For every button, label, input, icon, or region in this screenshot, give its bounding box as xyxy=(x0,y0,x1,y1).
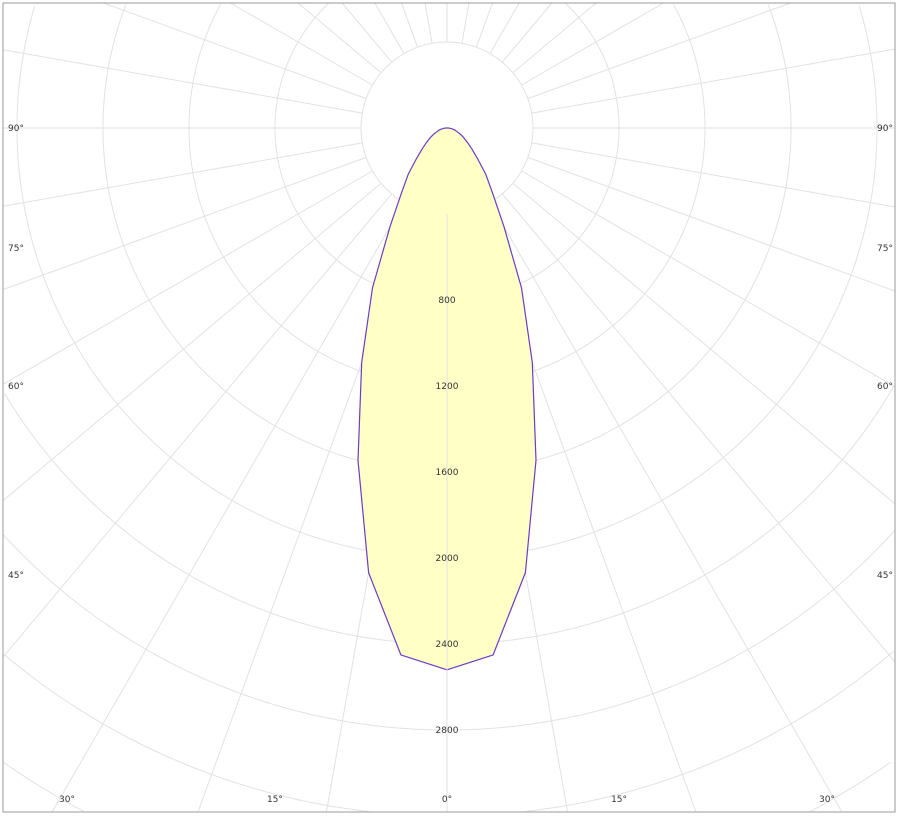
grid-ray xyxy=(501,193,896,663)
angle-label-bottom: 15° xyxy=(267,795,283,805)
grid-ray xyxy=(2,156,367,291)
radial-tick-label: 2000 xyxy=(436,554,459,564)
angle-label: 90° xyxy=(8,124,24,134)
grid-ring xyxy=(2,530,895,731)
radial-tick-label: 1600 xyxy=(436,468,459,478)
angle-label: 45° xyxy=(8,571,24,581)
angle-label: 45° xyxy=(877,571,893,581)
radial-tick-label: 800 xyxy=(438,296,455,306)
angle-label: 60° xyxy=(877,382,893,392)
grid-ray xyxy=(512,182,896,505)
grid-ray xyxy=(297,2,382,74)
grid-ring xyxy=(2,761,84,812)
grid-ray xyxy=(374,2,405,54)
grid-ray xyxy=(103,2,367,100)
angle-label-bottom: 30° xyxy=(59,795,75,805)
radial-tick-label: 2800 xyxy=(436,726,459,736)
grid-ring xyxy=(810,761,892,812)
grid-ray xyxy=(489,2,520,54)
grid-ray xyxy=(2,170,373,385)
grid-ray xyxy=(531,142,896,208)
grid-ring xyxy=(673,4,706,128)
radial-tick-label: 2400 xyxy=(436,640,459,650)
radial-tick-label: 1200 xyxy=(436,382,459,392)
angle-label-bottom: 15° xyxy=(611,795,627,805)
grid-ray xyxy=(521,2,664,86)
grid-ray xyxy=(51,202,405,813)
grid-ray xyxy=(527,2,791,100)
grid-ring xyxy=(524,650,895,813)
grid-ring xyxy=(565,2,620,128)
grid-ray xyxy=(527,156,896,292)
grid-ray xyxy=(475,2,493,48)
grid-ray xyxy=(512,2,597,74)
grid-ray xyxy=(2,193,393,658)
angle-label: 60° xyxy=(8,382,24,392)
grid-ray xyxy=(2,49,363,114)
grid-ray xyxy=(531,48,896,114)
grid-ray xyxy=(489,202,843,813)
angle-label-bottom: 30° xyxy=(819,795,835,805)
angle-label-bottom: 0° xyxy=(442,795,452,805)
grid-ray xyxy=(424,2,433,44)
grid-ray xyxy=(341,2,393,63)
angle-label: 75° xyxy=(877,244,893,254)
grid-ray xyxy=(501,2,553,63)
angle-label: 90° xyxy=(877,124,893,134)
grid-ray xyxy=(2,142,363,207)
grid-ray xyxy=(521,170,896,388)
grid-ray xyxy=(230,2,373,86)
grid-ray xyxy=(461,2,470,44)
grid-ray xyxy=(2,182,382,501)
angle-label: 75° xyxy=(8,244,24,254)
grid-ring xyxy=(767,4,792,128)
grid-ring xyxy=(4,654,370,813)
chart-frame xyxy=(2,2,896,813)
grid-ray xyxy=(401,2,419,48)
grid-ring xyxy=(858,5,878,128)
